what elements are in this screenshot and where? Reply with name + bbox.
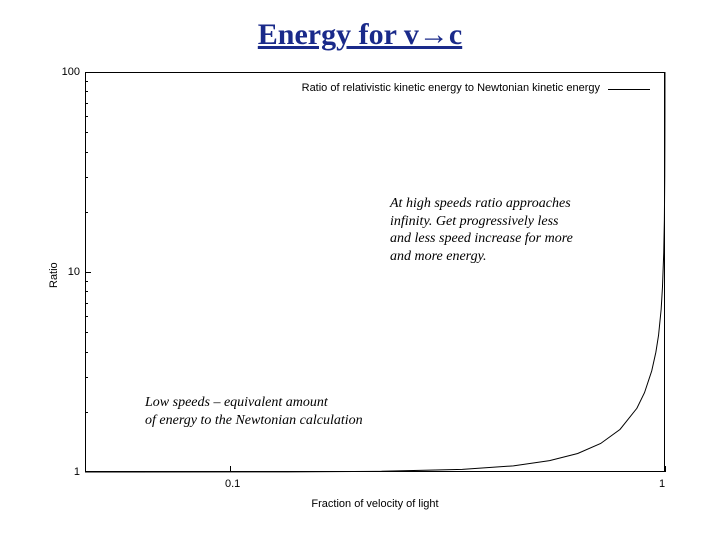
page-title: Energy for v→c — [0, 18, 720, 52]
y-tick-100: 100 — [58, 66, 80, 78]
annotation-low-speed: Low speeds – equivalent amountof energy … — [145, 394, 363, 429]
annotation-high-speed: At high speeds ratio approachesinfinity.… — [390, 195, 573, 265]
x-axis-label: Fraction of velocity of light — [85, 498, 665, 510]
x-tick-0p1: 0.1 — [225, 478, 240, 490]
y-tick-10: 10 — [58, 266, 80, 278]
x-tick-1: 1 — [659, 478, 665, 490]
y-tick-1: 1 — [58, 466, 80, 478]
x-major-tick — [665, 466, 666, 472]
